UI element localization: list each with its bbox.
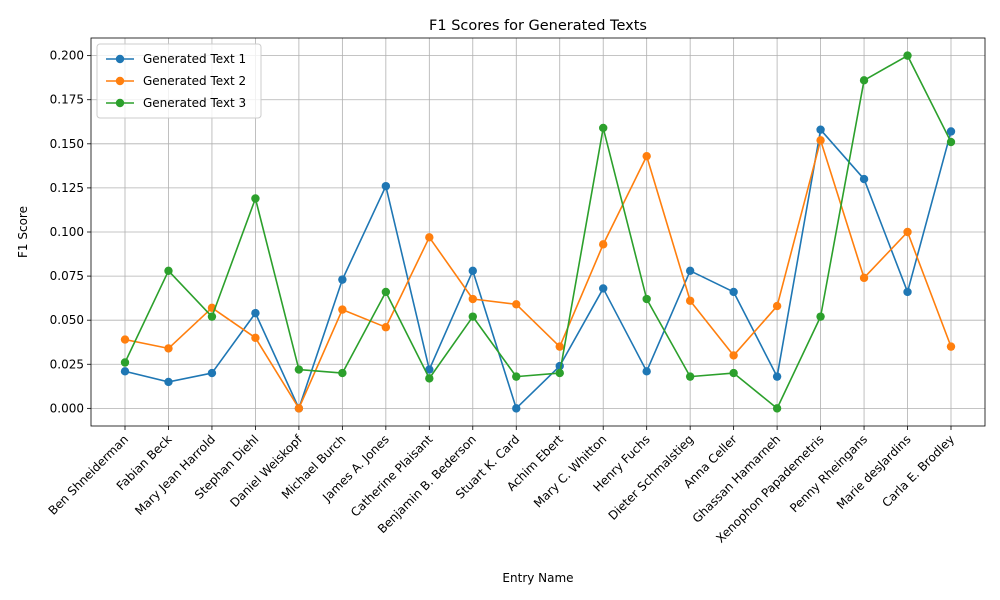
y-tick-label: 0.025: [50, 357, 84, 371]
data-point: [164, 377, 173, 387]
data-point: [599, 123, 608, 133]
data-point: [903, 287, 912, 297]
series-lines: [120, 51, 956, 413]
data-point: [512, 372, 521, 381]
data-point: [294, 365, 304, 374]
legend-item: Generated Text 2: [106, 74, 246, 88]
data-point: [772, 301, 782, 311]
data-point: [120, 335, 130, 344]
data-point: [512, 300, 521, 309]
data-point: [468, 266, 477, 275]
data-point: [685, 372, 695, 381]
data-point: [555, 342, 564, 351]
data-point: [903, 227, 912, 237]
data-point: [599, 284, 608, 293]
data-point: [859, 273, 869, 283]
data-point: [251, 308, 260, 318]
legend-box: [96, 43, 262, 119]
legend-label: Generated Text 1: [143, 52, 246, 66]
data-point: [251, 333, 260, 343]
y-tick-label: 0.175: [50, 93, 84, 107]
data-point: [946, 342, 956, 351]
y-tick-label: 0.125: [50, 181, 84, 195]
y-tick-label: 0.075: [50, 269, 84, 283]
data-point: [338, 305, 347, 314]
legend-swatch-marker: [115, 76, 125, 86]
data-point: [120, 367, 130, 376]
y-tick-label: 0.100: [50, 225, 84, 239]
data-point: [946, 137, 956, 147]
data-point: [468, 312, 477, 321]
y-axis-ticks: 0.000 0.025 0.050 0.075 0.100 0.125 0.150 0.175…: [50, 49, 91, 415]
data-point: [338, 368, 347, 378]
data-point: [164, 266, 173, 275]
series-3: [120, 51, 956, 413]
legend-item: Generated Text 1: [106, 52, 246, 66]
legend: Generated Text 1 Generated Text 2 Generate…: [96, 43, 262, 119]
data-point: [207, 312, 217, 321]
data-point: [207, 368, 217, 378]
data-point: [642, 367, 651, 376]
legend-item: Generated Text 3: [106, 96, 246, 110]
chart-title: F1 Scores for Generated Texts: [429, 18, 647, 34]
data-point: [642, 151, 651, 161]
data-point: [816, 125, 825, 134]
legend-swatch-marker: [115, 98, 125, 108]
series-line: [124, 54, 952, 410]
y-axis-title: F1 Score: [16, 206, 30, 258]
data-point: [859, 76, 869, 85]
data-point: [555, 368, 564, 378]
data-point: [381, 287, 391, 297]
data-point: [816, 136, 825, 145]
data-point: [164, 344, 173, 353]
legend-label: Generated Text 2: [143, 74, 246, 88]
data-point: [729, 368, 738, 378]
data-point: [816, 312, 825, 321]
y-tick-label: 0.000: [50, 401, 84, 415]
data-point: [425, 233, 434, 242]
y-tick-label: 0.200: [50, 49, 84, 63]
series-line: [124, 139, 952, 410]
data-point: [381, 323, 391, 332]
data-point: [251, 194, 260, 203]
legend-swatch-marker: [115, 54, 125, 64]
data-point: [903, 51, 912, 60]
y-tick-label: 0.050: [50, 313, 84, 327]
data-point: [729, 351, 738, 360]
data-point: [425, 374, 434, 383]
data-point: [642, 294, 651, 304]
data-point: [772, 404, 782, 413]
data-point: [294, 404, 304, 413]
data-point: [772, 372, 782, 381]
data-point: [468, 294, 477, 304]
data-point: [338, 275, 347, 284]
data-point: [729, 287, 738, 297]
y-tick-label: 0.150: [50, 137, 84, 151]
data-point: [685, 296, 695, 305]
x-axis-title: Entry Name: [502, 571, 573, 585]
data-point: [425, 365, 434, 374]
data-point: [685, 266, 695, 275]
data-point: [946, 127, 956, 136]
data-point: [599, 240, 608, 249]
data-point: [859, 174, 869, 184]
data-point: [381, 181, 391, 191]
series-2: [120, 136, 956, 413]
legend-label: Generated Text 3: [143, 96, 246, 110]
data-point: [512, 404, 521, 413]
data-point: [120, 358, 130, 367]
